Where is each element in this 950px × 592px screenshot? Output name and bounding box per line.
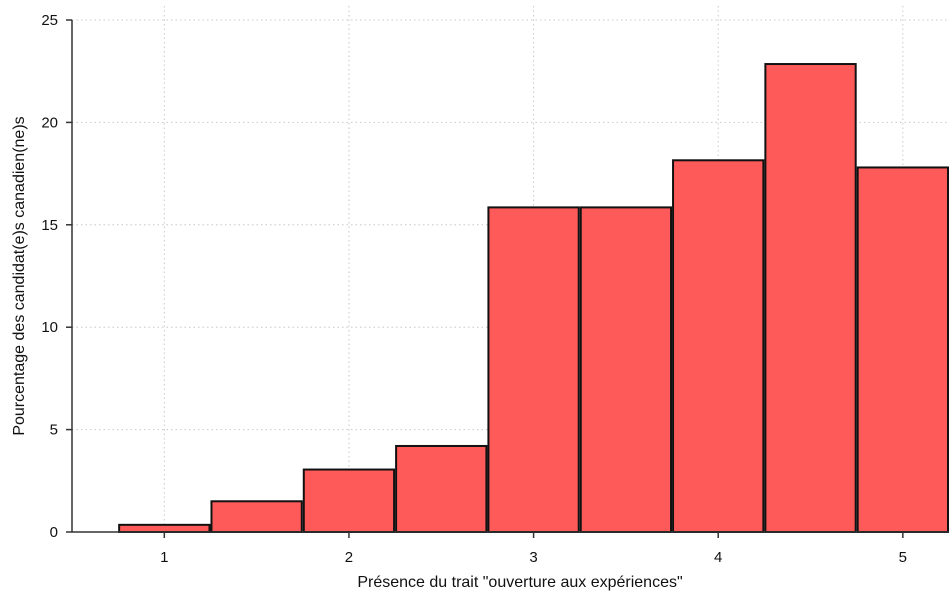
- histogram-bar: [672, 159, 765, 533]
- bars-group: [118, 63, 949, 534]
- x-tick-label: 3: [529, 549, 537, 566]
- histogram-bar: [210, 500, 303, 533]
- histogram-bar: [856, 166, 949, 533]
- y-axis-title: Pourcentage des candidat(e)s canadien(ne…: [11, 116, 28, 435]
- histogram-bar: [302, 468, 396, 534]
- y-tick-label: 5: [50, 422, 58, 439]
- histogram-bar: [764, 63, 857, 533]
- y-tick-label: 20: [41, 114, 58, 131]
- x-tick-label: 2: [345, 549, 353, 566]
- x-tick-label: 1: [160, 549, 168, 566]
- y-ticks: 0 5 10 15 20 25: [41, 12, 72, 541]
- y-tick-label: 15: [41, 217, 58, 234]
- x-axis-title: Présence du trait "ouverture aux expérie…: [357, 574, 682, 591]
- axes-group: [71, 20, 949, 533]
- y-tick-label: 0: [50, 524, 58, 541]
- histogram-bar: [487, 206, 580, 533]
- y-tick-label: 10: [41, 319, 58, 336]
- histogram-bar: [395, 444, 488, 534]
- x-tick-label: 5: [899, 549, 907, 566]
- y-tick-label: 25: [41, 12, 58, 29]
- x-tick-label: 4: [714, 549, 722, 566]
- histogram-bar: [579, 206, 673, 533]
- histogram-bar: [118, 523, 211, 533]
- x-ticks: 1 2 3 4 5: [160, 532, 907, 566]
